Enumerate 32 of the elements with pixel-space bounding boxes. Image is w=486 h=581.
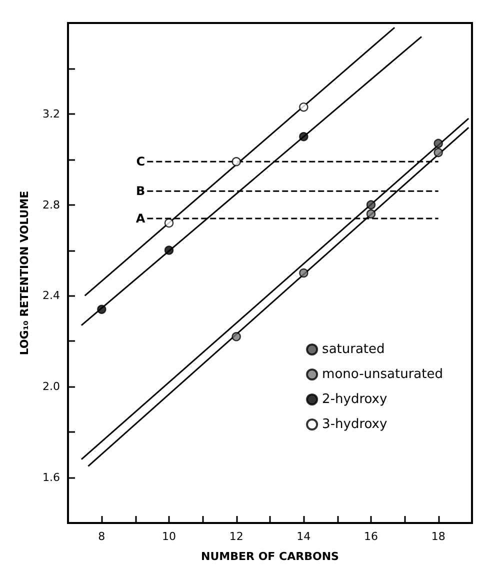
point <box>164 246 174 255</box>
x-tick-label: 16 <box>364 530 378 543</box>
point <box>97 304 106 314</box>
legend-label: 3-hydroxy <box>322 417 388 432</box>
legend-label: mono-unsaturated <box>322 367 444 382</box>
point <box>232 157 241 166</box>
x-tick-label: 18 <box>431 530 446 543</box>
y-tick-label: 2.0 <box>42 380 60 394</box>
y-tick-label: 2.4 <box>42 289 60 302</box>
series-label: A <box>136 211 146 226</box>
y-axis-title: LOG₁₀ RETENTION VOLUME <box>18 190 31 356</box>
point <box>164 218 174 228</box>
legend-label: saturated <box>322 342 385 357</box>
x-axis-title: NUMBER OF CARBONS <box>201 550 340 563</box>
point <box>434 148 443 158</box>
point <box>366 200 376 210</box>
point <box>434 138 443 148</box>
series-label: C <box>136 154 146 169</box>
x-tick-label: 8 <box>98 530 106 543</box>
point <box>366 209 376 219</box>
point <box>232 332 241 342</box>
series-label: B <box>136 184 146 198</box>
legend-label: 2-hydroxy <box>322 392 388 407</box>
y-tick-label: 1.6 <box>42 471 60 484</box>
y-tick-label: 2.8 <box>42 198 60 212</box>
x-tick-label: 12 <box>229 530 244 543</box>
point <box>299 132 308 142</box>
x-tick-label: 14 <box>296 530 311 543</box>
point <box>299 102 308 112</box>
y-tick-label: 3.2 <box>42 107 60 120</box>
x-tick-label: 10 <box>162 530 176 543</box>
point <box>299 268 308 278</box>
